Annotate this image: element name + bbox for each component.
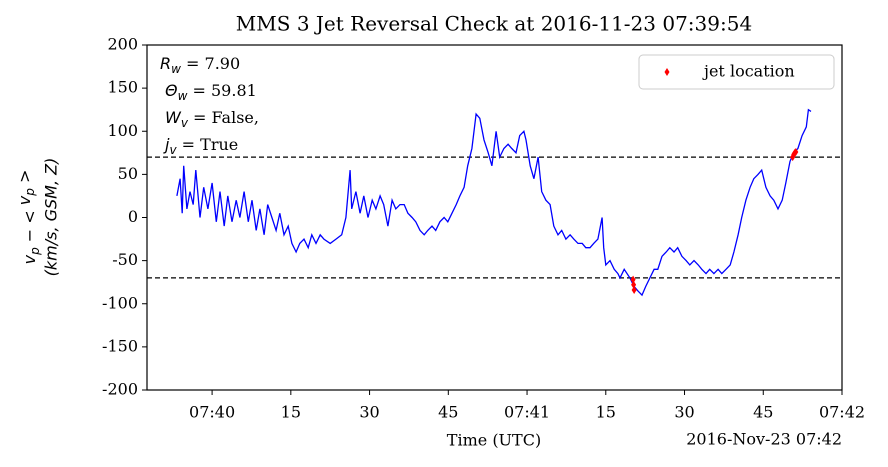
x-offset-label: 2016-Nov-23 07:42: [686, 430, 842, 449]
marker: [793, 147, 799, 156]
legend-marker: [664, 68, 670, 76]
y-label-line1: vp − < vp >: [15, 170, 42, 265]
annotation-sub: v: [169, 143, 177, 157]
annotation-symbol: W: [165, 108, 182, 127]
x-tick-label: 30: [674, 403, 694, 422]
legend-box: [638, 54, 835, 90]
x-tick-label: 15: [281, 403, 301, 422]
y-tick-label: 200: [107, 35, 138, 54]
annotation-symbol: j: [163, 135, 170, 154]
x-tick-label: 15: [596, 403, 616, 422]
y-tick-label: 100: [107, 121, 138, 140]
x-tick-label: 07:41: [504, 403, 550, 422]
y-tick-label: -150: [102, 336, 138, 355]
y-tick-label: 0: [128, 207, 138, 226]
annotation-sub: w: [171, 62, 181, 76]
annotation-symbol: Θ: [165, 81, 178, 100]
x-tick-label: 07:40: [189, 403, 235, 422]
marker: [631, 280, 637, 289]
y-tick-label: -200: [102, 380, 138, 399]
y-tick-label: -100: [102, 293, 138, 312]
annotation-text: = 59.81: [187, 81, 256, 100]
annotation-symbol: R: [160, 54, 171, 73]
annotation: Wv = False,: [165, 108, 259, 130]
y-axis-label: vp − < vp > (km/s, GSM, Z): [15, 158, 61, 277]
marker: [631, 285, 637, 294]
x-tick-label: 45: [753, 403, 773, 422]
chart-title: MMS 3 Jet Reversal Check at 2016-11-23 0…: [236, 12, 752, 36]
y-label-part: p: [28, 247, 42, 256]
y-label-line2: (km/s, GSM, Z): [42, 158, 61, 277]
annotation-text: = False,: [188, 108, 259, 127]
annotation-text: = 7.90: [181, 54, 240, 73]
y-tick-label: 150: [107, 78, 138, 97]
x-axis-label: Time (UTC): [447, 431, 541, 450]
y-label-part: − <: [20, 205, 39, 247]
y-label-part: v: [15, 195, 34, 205]
y-tick-label: 50: [118, 164, 138, 183]
annotation: Rw = 7.90: [160, 54, 240, 76]
y-label-part: >: [15, 170, 34, 189]
legend-label: jet location: [702, 62, 795, 81]
annotation: Θw = 59.81: [165, 81, 257, 103]
plot-frame: [146, 44, 843, 391]
marker: [630, 275, 636, 284]
annotation-sub: v: [181, 116, 189, 130]
x-tick-label: 45: [438, 403, 458, 422]
annotation: jv = True: [163, 135, 238, 157]
y-tick-label: -50: [112, 250, 138, 269]
annotation-sub: w: [178, 89, 188, 103]
y-label-part: p: [23, 188, 37, 197]
data-line: [176, 108, 812, 297]
y-label-part: v: [20, 254, 39, 264]
x-tick-label: 07:42: [819, 403, 865, 422]
x-tick-label: 30: [359, 403, 379, 422]
annotation-text: = True: [177, 135, 239, 154]
